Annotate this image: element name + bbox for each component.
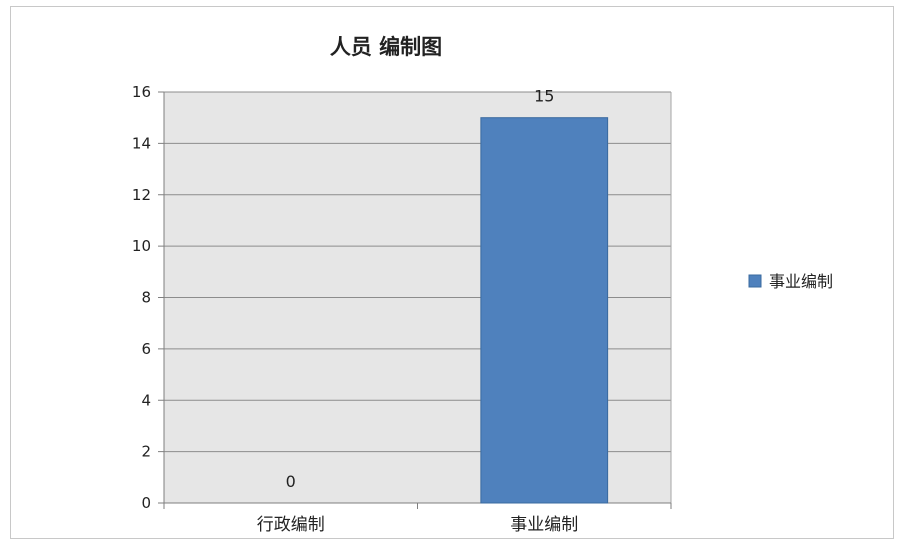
- y-tick-label: 6: [141, 340, 151, 358]
- chart-frame: 人员 编制图 0 2 4 6 8 10 12 14 16 0 行政编制 15 事业编制 事业编制: [10, 6, 894, 539]
- y-tick-label: 8: [141, 289, 151, 307]
- chart-title: 人员 编制图: [330, 35, 442, 59]
- y-tick-label: 14: [132, 134, 151, 152]
- bar-chart: 人员 编制图 0 2 4 6 8 10 12 14 16 0 行政编制 15 事业编制 事业编制: [132, 35, 833, 535]
- plot-area: 0 2 4 6 8 10 12 14 16 0 行政编制 15 事业编制: [132, 83, 672, 535]
- y-tick-label: 16: [132, 83, 151, 101]
- legend-label: 事业编制: [769, 272, 833, 291]
- legend: 事业编制: [748, 272, 833, 291]
- y-tick-label: 0: [141, 494, 151, 512]
- data-label: 0: [286, 472, 296, 491]
- y-tick-label: 10: [132, 237, 151, 255]
- y-tick-label: 12: [132, 186, 151, 204]
- x-category-label: 行政编制: [257, 515, 325, 535]
- bar: [480, 117, 609, 504]
- data-label: 15: [534, 87, 554, 106]
- y-tick-label: 2: [141, 443, 151, 461]
- x-category-label: 事业编制: [510, 515, 578, 535]
- y-tick-label: 4: [141, 391, 151, 409]
- legend-swatch: [748, 274, 762, 288]
